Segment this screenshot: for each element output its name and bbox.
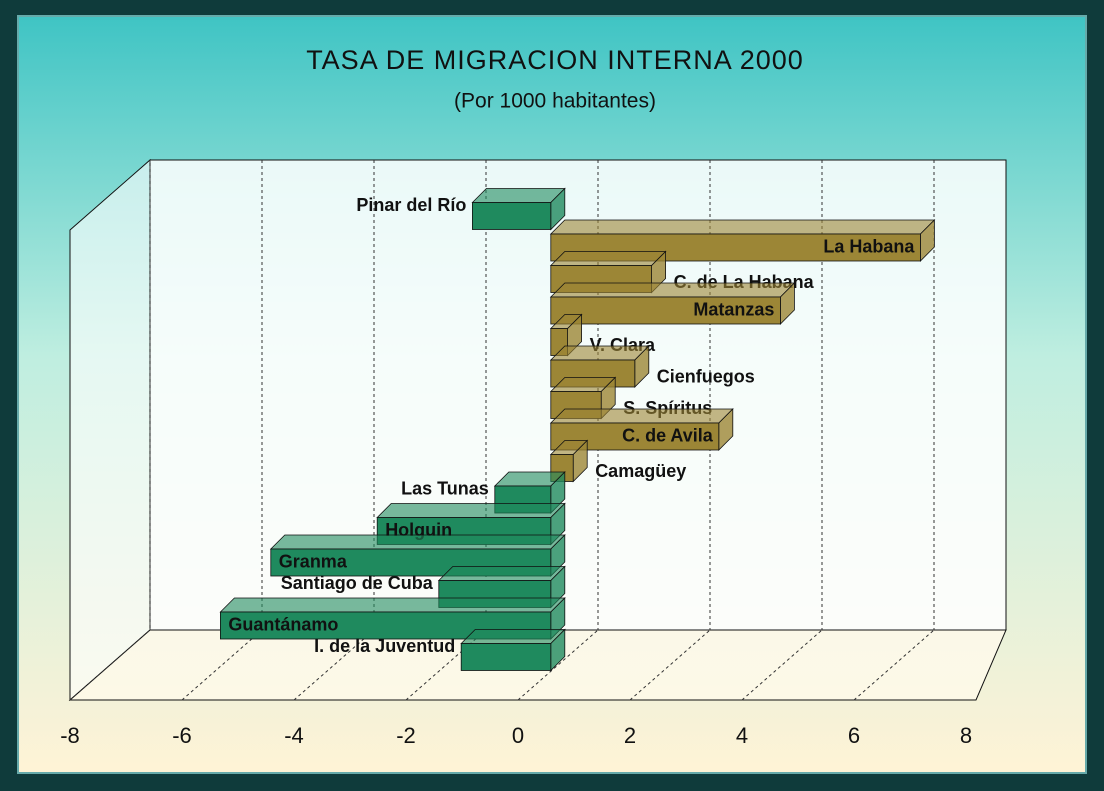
bar-face	[471, 188, 566, 203]
chart-title: TASA DE MIGRACION INTERNA 2000	[306, 45, 804, 75]
bar-face	[460, 629, 566, 644]
category-label: Cienfuegos	[657, 366, 755, 386]
x-tick-label: -6	[172, 723, 192, 748]
category-label: Granma	[279, 551, 348, 571]
category-label: La Habana	[823, 236, 915, 256]
bar	[549, 219, 936, 262]
category-label: I. de la Juventud	[314, 636, 455, 656]
category-label: Pinar del Río	[356, 195, 466, 215]
bar	[549, 408, 734, 451]
x-tick-label: 8	[960, 723, 972, 748]
bar	[269, 534, 566, 577]
category-label: C. de Avila	[622, 425, 714, 445]
bar	[549, 376, 617, 420]
bar-face	[269, 534, 566, 550]
x-tick-label: -4	[284, 723, 304, 748]
bar	[460, 628, 566, 672]
side-wall	[69, 158, 151, 702]
bar	[549, 282, 796, 325]
bar-face	[549, 345, 650, 361]
x-tick-label: -2	[396, 723, 416, 748]
category-label: Las Tunas	[401, 478, 489, 498]
bar-face	[219, 597, 566, 613]
bar-face	[549, 408, 734, 424]
bar-face	[549, 219, 936, 235]
chart-subtitle: (Por 1000 habitantes)	[454, 90, 656, 113]
category-label: Santiago de Cuba	[281, 573, 434, 593]
x-tick-label: 2	[624, 723, 636, 748]
bar-face	[550, 296, 781, 325]
x-tick-label: 6	[848, 723, 860, 748]
bar	[471, 187, 566, 231]
category-label: Camagüey	[595, 461, 686, 481]
bar	[549, 439, 589, 483]
x-tick-label: 4	[736, 723, 748, 748]
bar-face	[437, 566, 566, 581]
bar-face	[549, 282, 796, 298]
bar-face	[549, 251, 667, 266]
category-label: Matanzas	[693, 299, 774, 319]
bar-face	[460, 643, 552, 671]
bar-face	[471, 202, 552, 230]
x-tick-label: 0	[512, 723, 524, 748]
bar-face	[376, 503, 566, 518]
x-tick-label: -8	[60, 723, 80, 748]
category-label: Guantánamo	[228, 614, 338, 634]
